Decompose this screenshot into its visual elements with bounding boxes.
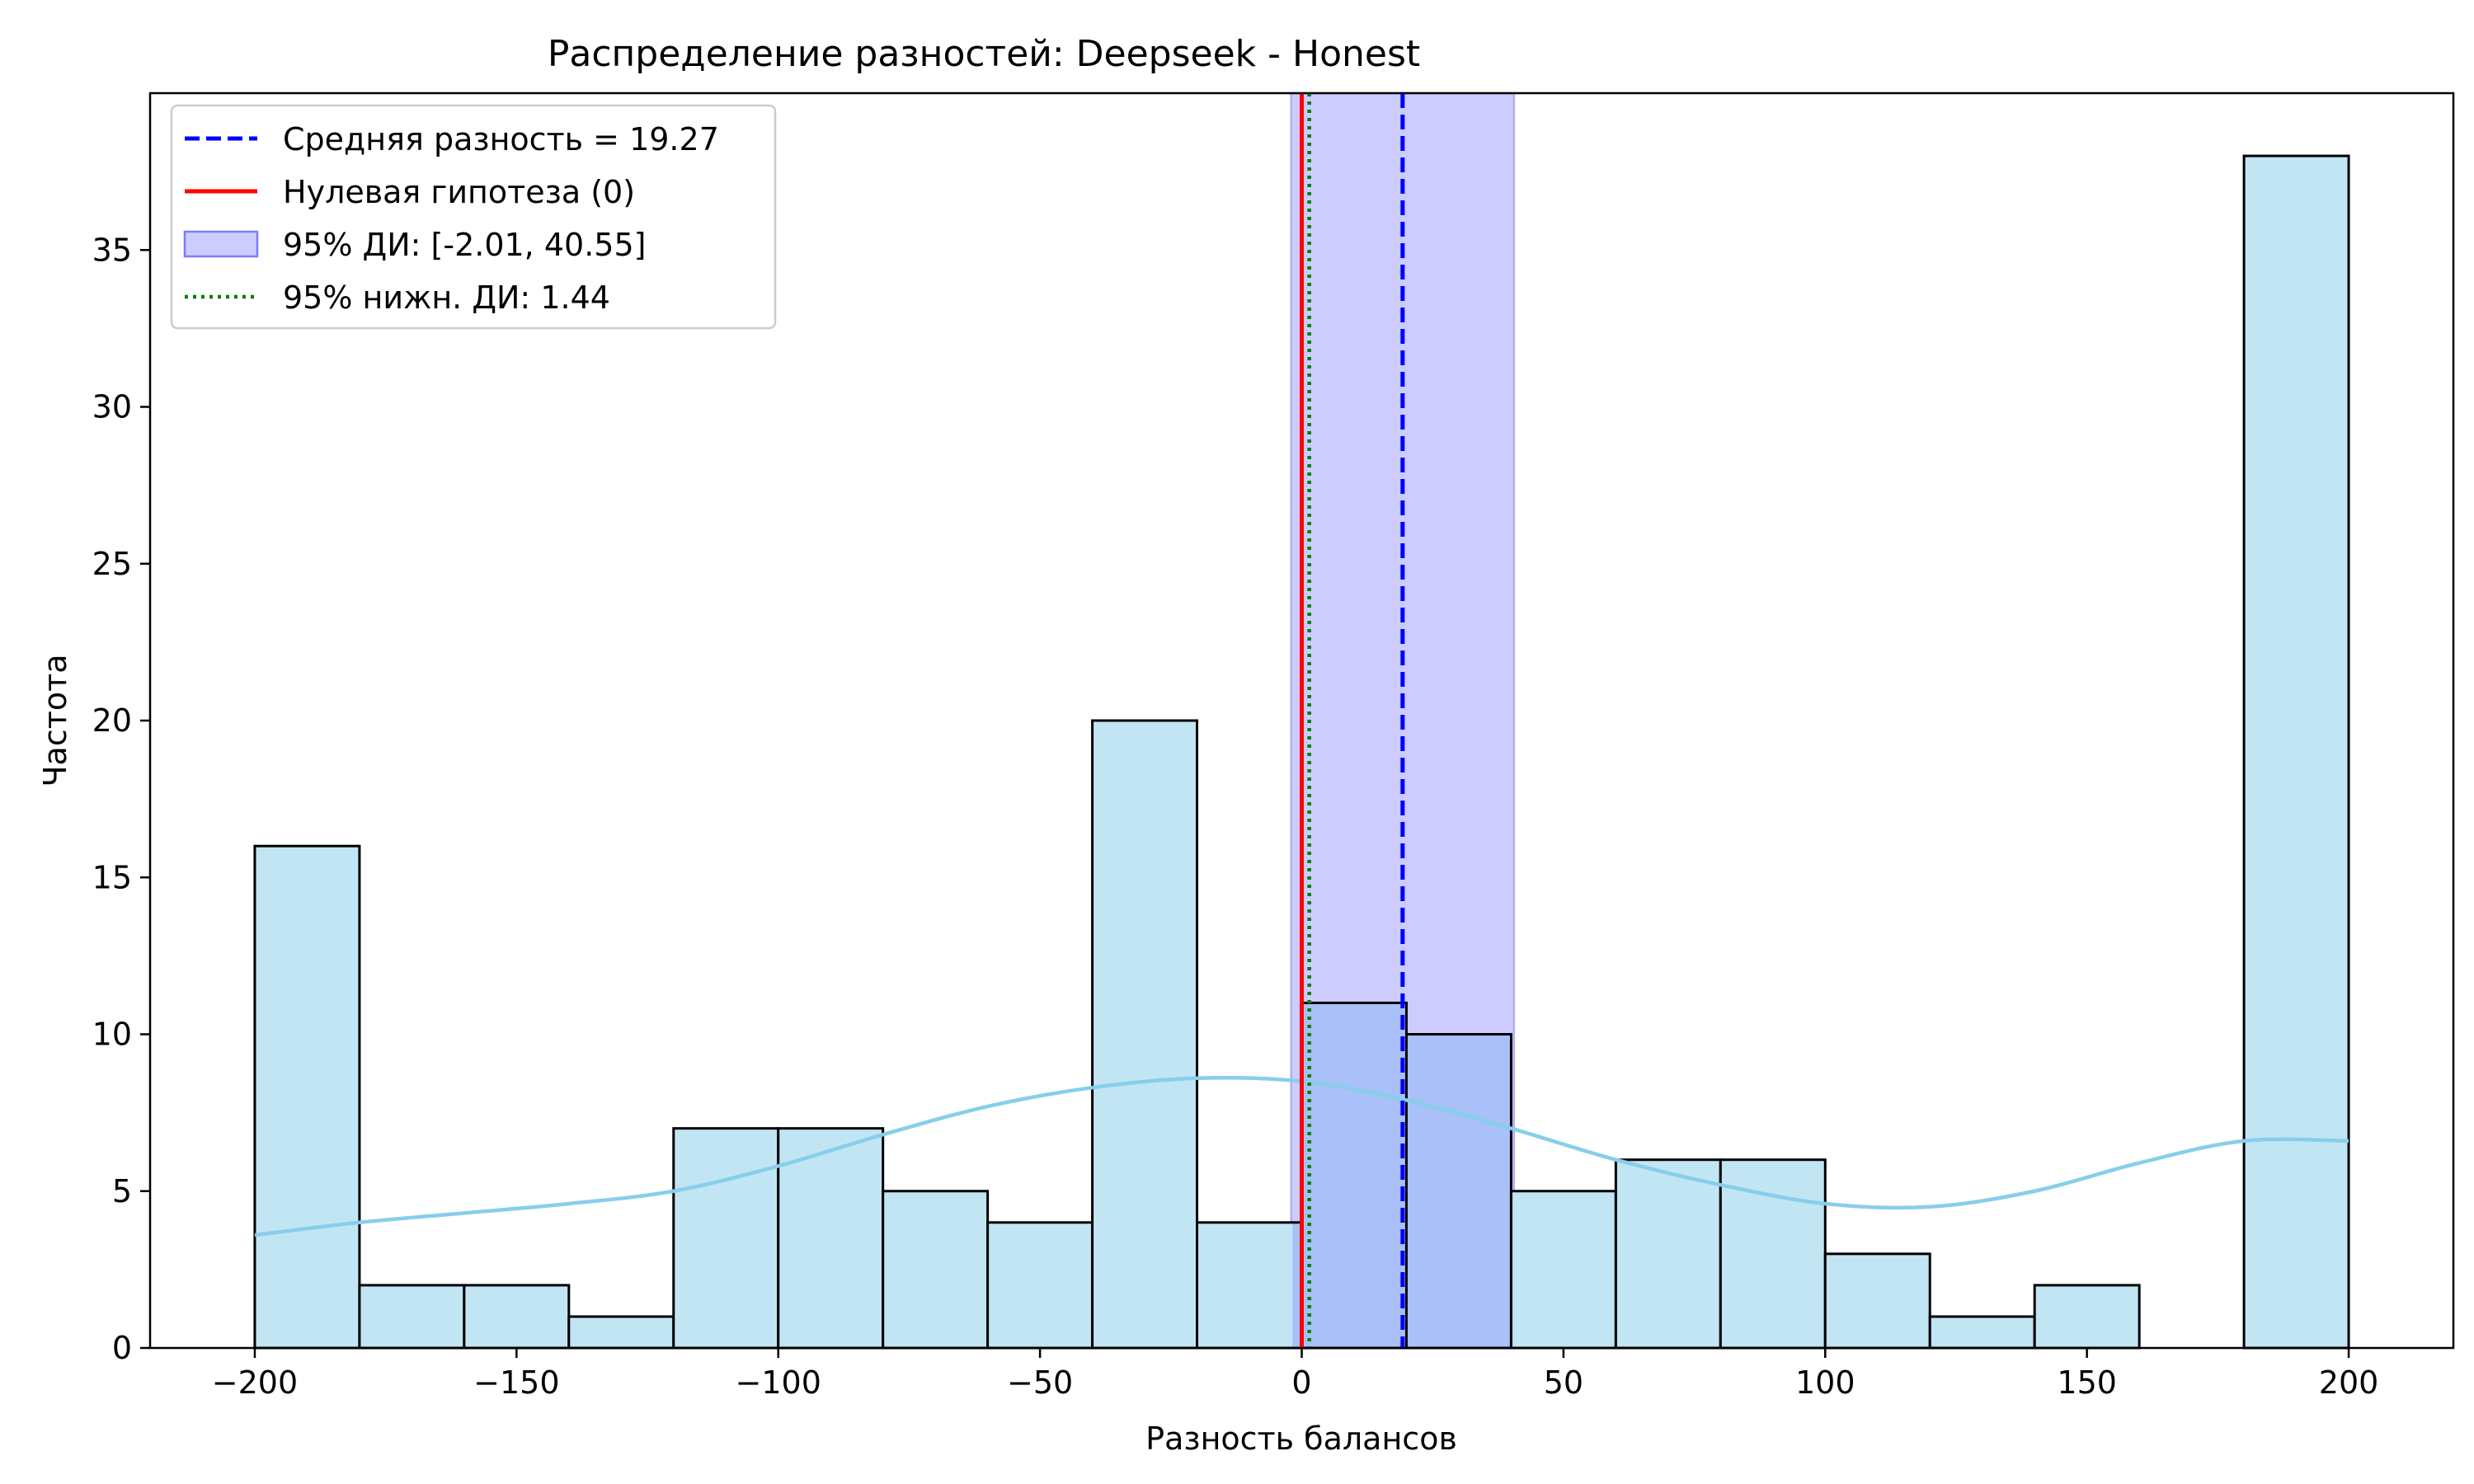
x-tick-label: 150 [2057,1364,2117,1401]
histogram-bar [463,1284,571,1350]
y-tick-label: 35 [92,232,132,268]
x-tick-label: −100 [736,1364,821,1401]
y-tick-label: 5 [112,1173,132,1209]
y-tick-label: 30 [92,389,132,425]
histogram-bar [253,844,361,1350]
histogram-bar [882,1190,990,1350]
y-axis-ticks: 0 5 10 15 20 25 30 35 [92,232,150,1366]
legend-ci-swatch [183,230,259,258]
x-tick-label: 100 [1795,1364,1856,1401]
histogram-bar [986,1221,1094,1350]
histogram-bar [1300,1001,1408,1350]
y-tick-label: 25 [92,546,132,582]
bars-layer [253,154,2350,1350]
chart-title: Распределение разностей: Deepseek - Hone… [548,33,1420,75]
legend-entry-label: Нулевая гипотеза (0) [283,174,635,210]
histogram-bar-ci-overlay [1407,1036,1510,1347]
x-tick-label: −150 [473,1364,559,1401]
histogram-bar [358,1284,466,1350]
x-axis-ticks: −200 −150 −100 −50 0 50 100 150 200 [212,1348,2379,1401]
x-axis-label: Разность балансов [1145,1421,1457,1457]
y-tick-label: 10 [92,1017,132,1053]
y-tick-label: 0 [112,1330,132,1366]
histogram-bar [1719,1158,1827,1350]
histogram-bar-ci-overlay [1292,1223,1300,1347]
legend: Средняя разность = 19.27 Нулевая гипотеза… [170,104,777,330]
legend-entry-label: Средняя разность = 19.27 [283,121,719,157]
histogram-bar [567,1315,675,1350]
legend-entry-label: 95% ДИ: [-2.01, 40.55] [283,227,646,263]
x-tick-label: −50 [1007,1364,1073,1401]
y-axis-label: Частота [37,654,73,787]
histogram-bar [2242,154,2350,1350]
reference-lines-layer [1300,93,1405,1348]
y-tick-label: 15 [92,859,132,895]
histogram-bar [1091,719,1199,1350]
histogram-bar [1509,1190,1617,1350]
histogram-bar [1196,1221,1303,1350]
histogram-bar [1614,1158,1722,1350]
legend-entry-label: 95% нижн. ДИ: 1.44 [283,279,610,316]
histogram-bar [1928,1315,2036,1350]
histogram-bar [1823,1252,1931,1350]
histogram-bar-ci-overlay [1303,1003,1405,1347]
x-tick-label: 50 [1544,1364,1583,1401]
histogram-bar [2033,1284,2141,1350]
x-tick-label: 0 [1291,1364,1311,1401]
histogram-bar [672,1127,780,1350]
legend-box [170,104,777,330]
x-tick-label: 200 [2319,1364,2379,1401]
x-tick-label: −200 [212,1364,298,1401]
y-tick-label: 20 [92,702,132,739]
